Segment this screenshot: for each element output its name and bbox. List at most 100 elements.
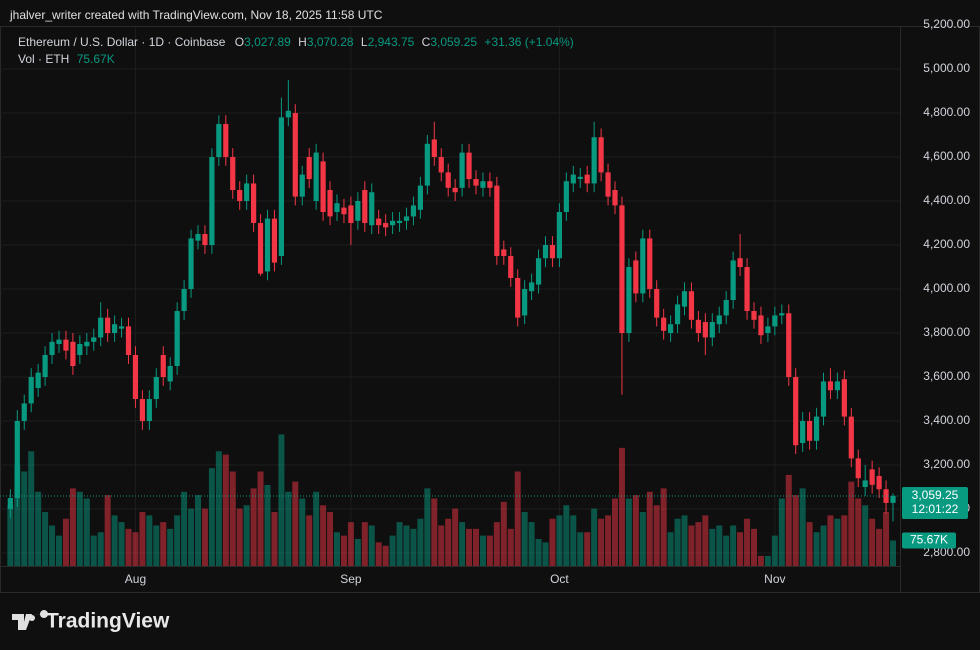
volume-bar [313, 491, 320, 566]
candle-body [230, 157, 236, 191]
volume-bar [389, 535, 396, 566]
candle-body [834, 381, 840, 391]
candle-body [542, 245, 549, 259]
volume-bar [160, 522, 167, 566]
candle-body [167, 366, 173, 382]
volume-bar [556, 515, 563, 566]
volume-bar [834, 518, 841, 566]
volume-bar [195, 495, 201, 566]
candle-body [647, 238, 653, 290]
candle-body [355, 201, 361, 221]
y-tick-label: 4,800.00 [923, 105, 970, 119]
candle-body [77, 344, 83, 356]
volume-bar [174, 515, 181, 566]
legend: Ethereum / U.S. Dollar · 1D · Coinbase O… [18, 35, 574, 49]
volume-bar [466, 528, 473, 566]
candle-body [271, 218, 278, 263]
logo-text: TradingView [46, 610, 170, 633]
candle-body [28, 377, 34, 404]
volume-bar [813, 532, 820, 566]
candle-body [118, 326, 125, 329]
y-tick-label: 4,600.00 [923, 149, 970, 163]
candle-body [376, 218, 382, 226]
candle-body [841, 379, 847, 417]
volume-bar [208, 468, 215, 566]
candle-body [626, 267, 632, 334]
candle-body [584, 174, 590, 184]
y-tick-label: 3,800.00 [923, 325, 970, 339]
volume-bar [76, 491, 83, 566]
legend-change: +31.36 (+1.04%) [484, 35, 573, 49]
candle-body [751, 311, 757, 320]
volume-bar [215, 451, 222, 566]
volume-bar [250, 488, 257, 566]
candle-body [390, 220, 396, 226]
candle-body [112, 324, 118, 334]
volume-bar [28, 451, 35, 566]
volume-bar [438, 525, 445, 566]
volume-bar [340, 535, 347, 566]
candle-body [396, 220, 403, 224]
candle-body [341, 207, 347, 215]
y-tick-label: 3,200.00 [923, 457, 970, 471]
volume-bar [883, 512, 890, 566]
candle-body [786, 313, 792, 378]
x-tick-label: Sep [340, 572, 362, 586]
grid [0, 27, 900, 566]
legend-key: L [361, 35, 368, 49]
candle-body [264, 218, 271, 272]
volume-bar [21, 471, 28, 566]
volume-bar [375, 542, 382, 566]
candle-body [688, 291, 695, 320]
volume-bar [271, 512, 278, 566]
volume-bar [90, 535, 97, 566]
candle-body [716, 315, 722, 325]
volume-bar [563, 505, 570, 566]
volume-bar [320, 505, 327, 566]
volume-bar [521, 512, 528, 566]
volume-bar [869, 518, 876, 566]
candle-body [473, 179, 479, 186]
candle-body [772, 315, 778, 327]
volume-bar [876, 528, 883, 566]
legend-value: 3,070.28 [307, 35, 354, 49]
candle-body [278, 117, 284, 257]
candle-body [515, 278, 521, 318]
candle-body [605, 172, 611, 197]
volume-bar [69, 488, 76, 566]
candle-body [487, 181, 493, 188]
volume-bar [306, 515, 313, 566]
volume-bar [737, 532, 744, 566]
x-tick-label: Aug [125, 572, 146, 586]
volume-bar [730, 525, 737, 566]
volume-bar [757, 555, 764, 566]
volume-bar [612, 498, 618, 566]
candle-body [494, 185, 500, 257]
volume-bar [104, 495, 111, 566]
candle-body [633, 260, 639, 294]
header: jhalver_writer created with TradingView.… [9, 8, 383, 22]
candle-body [49, 341, 55, 356]
volume-bar [577, 532, 584, 566]
candle-body [195, 234, 201, 241]
volume-bar [591, 508, 598, 566]
candle-body [410, 205, 417, 217]
candle-body [758, 315, 764, 336]
volume-bar [222, 454, 229, 566]
volume-bar [292, 481, 299, 566]
candle-body [654, 289, 660, 318]
volume-bar [153, 525, 160, 566]
candle-body [890, 495, 896, 503]
volume-bar [709, 528, 716, 566]
volume-bar [605, 515, 612, 566]
price-tag: 3,059.25 [912, 488, 959, 502]
candle-body [91, 337, 97, 342]
volume-bar [479, 535, 486, 566]
candle-body [125, 326, 132, 356]
candle-body [668, 324, 674, 334]
candle-body [779, 313, 785, 316]
volume-bar [473, 528, 479, 566]
volume-bar [299, 498, 306, 566]
candle-body [793, 377, 799, 446]
candle-body [800, 421, 806, 444]
